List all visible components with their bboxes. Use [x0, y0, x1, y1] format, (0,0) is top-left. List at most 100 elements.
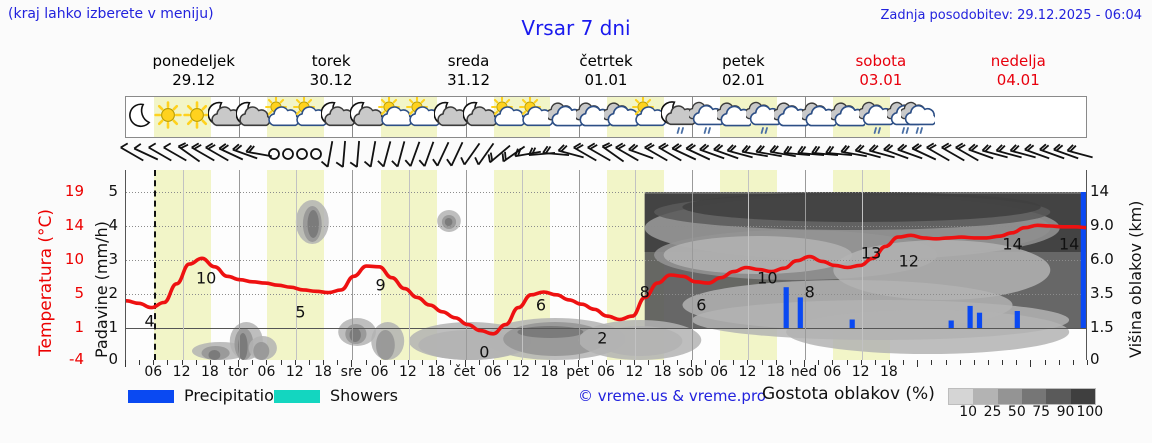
wind-barb [175, 140, 203, 172]
wind-barb [514, 140, 542, 172]
x-axis-label: 18 [880, 364, 898, 380]
x-tick [888, 360, 890, 365]
x-tick [563, 360, 565, 365]
x-tick [959, 360, 961, 365]
x-tick [804, 360, 806, 367]
x-axis-label: 12 [738, 364, 757, 380]
x-tick [874, 360, 876, 365]
temperature-tick-label: 1 [74, 318, 84, 336]
x-tick [549, 360, 551, 365]
wind-barb [373, 140, 401, 172]
showers-swatch [274, 390, 320, 403]
temperature-value-label: 10 [757, 268, 778, 288]
chart-legend: Precipitation Showers © vreme.us & vreme… [0, 384, 1152, 420]
cloud-height-tick-label: 9.0 [1090, 216, 1114, 234]
wind-barb [1066, 140, 1094, 172]
temperature-value-label: 4 [144, 311, 155, 330]
wind-barb [854, 140, 882, 172]
colorbar-segment-4 [1046, 389, 1071, 404]
wind-barb [330, 140, 358, 172]
wind-barb [217, 140, 245, 172]
temperature-axis-title: Temperatura (°C) [36, 208, 56, 356]
day-gridline [805, 170, 807, 360]
weather-icon-cloud-rain [689, 97, 724, 137]
temperature-value-label: 12 [898, 251, 919, 271]
wind-barb [599, 140, 627, 172]
precipitation-tick-label: 4 [108, 216, 118, 234]
x-tick [931, 360, 933, 365]
cloud-height-tick-label: 3.5 [1090, 284, 1114, 302]
x-axis-label: tor [228, 364, 249, 380]
x-axis-label: 06 [257, 364, 276, 380]
temperature-tick-label: 10 [64, 250, 84, 268]
wind-barb [571, 140, 599, 172]
x-tick [337, 360, 339, 365]
weather-icon-moon-cloud [208, 97, 243, 137]
day-name: sreda [447, 52, 490, 70]
horizontal-gridline [126, 294, 1086, 295]
x-tick [323, 360, 325, 365]
temperature-value-label: 13 [860, 243, 882, 262]
wind-barb [387, 140, 415, 172]
wind-barb [924, 140, 952, 172]
cloud-density-colorbar [948, 388, 1096, 405]
day-date: 01.01 [584, 71, 628, 89]
wind-barb [118, 140, 146, 172]
day-date: 31.12 [447, 71, 491, 89]
x-tick [662, 360, 664, 365]
x-tick [195, 360, 197, 365]
wind-barb [458, 140, 486, 172]
x-axis-label: 06 [823, 364, 842, 380]
weather-icon-cloud-overcast [830, 97, 865, 137]
wind-barb [896, 140, 924, 172]
wind-barb [882, 140, 910, 172]
day-date: 04.01 [996, 71, 1040, 89]
precipitation-swatch [128, 390, 174, 403]
temperature-tick-label: 5 [74, 284, 84, 302]
location-menu-note: (kraj lahko izberete v meniju) [8, 6, 214, 22]
x-tick [860, 360, 862, 365]
weather-icon-cloud-rain [901, 97, 936, 137]
wind-barb [401, 140, 429, 172]
wind-barb [146, 140, 174, 172]
weather-icon-cloud-overcast [717, 97, 752, 137]
day-header-3: četrtek 01.01 [537, 52, 674, 90]
x-axis-label: 06 [710, 364, 729, 380]
wind-barb [981, 140, 1009, 172]
wind-barb [231, 140, 259, 172]
wind-barb [726, 140, 754, 172]
weather-icon-moon-cloud [236, 97, 271, 137]
wind-barb [698, 140, 726, 172]
day-gridline [465, 170, 467, 360]
weather-icon-sun-cloud [264, 97, 299, 137]
x-axis-label: 06 [597, 364, 615, 380]
day-header-1: torek 30.12 [262, 52, 399, 90]
wind-barb [755, 140, 783, 172]
cloud-height-axis-title: Višina oblakov (km) [1126, 200, 1145, 358]
x-axis-label: 18 [314, 364, 332, 380]
x-axis-label: sre [340, 364, 363, 380]
x-tick [167, 360, 169, 365]
temperature-tick-label: 19 [64, 182, 84, 200]
x-tick [1016, 360, 1018, 365]
precipitation-tick-label: 1 [108, 318, 118, 336]
x-tick [1002, 360, 1004, 365]
wind-barb [797, 140, 825, 172]
wind-barb [627, 140, 655, 172]
x-tick [252, 360, 254, 365]
x-tick [903, 360, 905, 365]
midday-gridline [182, 170, 184, 360]
weather-icon-moon-cloud [349, 97, 384, 137]
temperature-value-label: 14 [1058, 234, 1080, 254]
wind-barb [953, 140, 981, 172]
day-header-band: ponedeljek 29.12 torek 30.12 sreda 31.12 četrt… [125, 52, 1087, 94]
day-name: petek [722, 52, 765, 70]
wind-barb [825, 140, 853, 172]
wind-barb [557, 140, 585, 172]
wind-barb [1009, 140, 1037, 172]
precipitation-bars [783, 192, 1086, 328]
wind-barb [344, 140, 372, 172]
x-tick [832, 360, 834, 365]
x-axis-labels: 06 12 18 tor 06 12 18 sre 06 12 18 čet 06 12 18 pet 06 12… [0, 364, 1152, 384]
x-tick [747, 360, 749, 365]
